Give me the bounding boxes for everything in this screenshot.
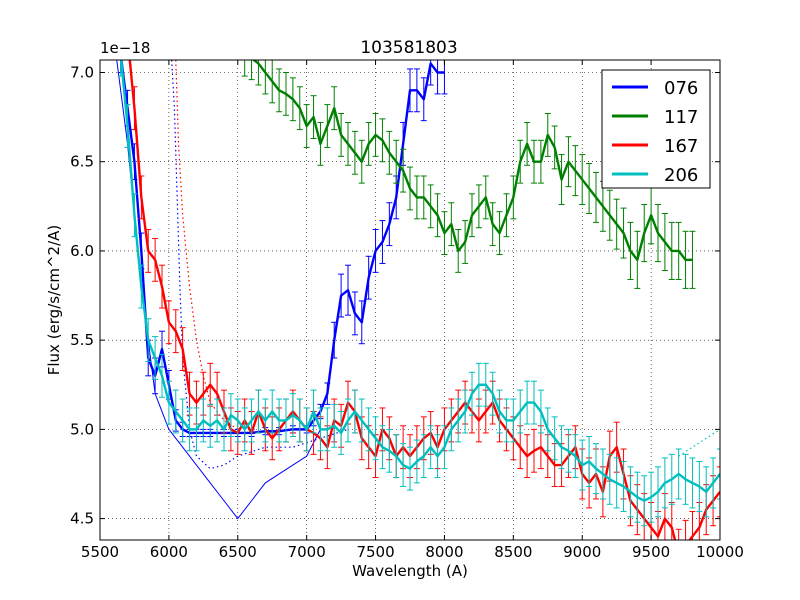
legend-label-076: 076 [664,78,698,99]
series-206-line [119,60,720,502]
167-dotted-line [175,60,239,430]
x-axis-label: Wavelength (A) [352,562,468,580]
y-tick-label: 6.0 [70,242,94,260]
series-117-line [251,60,693,262]
plot-area [116,60,720,540]
x-tick-label: 7500 [356,543,394,561]
legend-box [601,69,711,189]
x-tick-label: 9500 [632,543,670,561]
076-model-line [116,60,321,520]
legend-label-206: 206 [664,165,698,186]
x-tick-label: 8000 [425,543,463,561]
y-tick-label: 7.0 [70,63,94,81]
x-tick-label: 9000 [563,543,601,561]
y-axis-label: Flux (erg/s/cm^2/A) [45,225,63,376]
legend: 076 117 167 206 [601,69,711,189]
y-tick-label: 4.5 [70,510,94,528]
chart-title: 103581803 [360,38,457,58]
x-tick-label: 6000 [150,543,188,561]
y-tick-label: 5.0 [70,420,94,438]
206-dotted-line [678,428,720,457]
legend-label-117: 117 [664,107,698,128]
x-tick-label: 8500 [494,543,532,561]
plot-frame [99,59,721,541]
x-tick-label: 7000 [288,543,326,561]
y-offset-label: 1e−18 [100,39,150,57]
legend-label-167: 167 [664,136,698,157]
x-tick-label: 6500 [219,543,257,561]
y-tick-label: 6.5 [70,153,94,171]
y-tick-label: 5.5 [70,331,94,349]
x-tick-label: 10000 [696,543,744,561]
x-tick-label: 5500 [81,543,119,561]
axis-ticks: 5500 6000 6500 7000 7500 8000 8500 9000 9500 1000… [70,60,744,561]
